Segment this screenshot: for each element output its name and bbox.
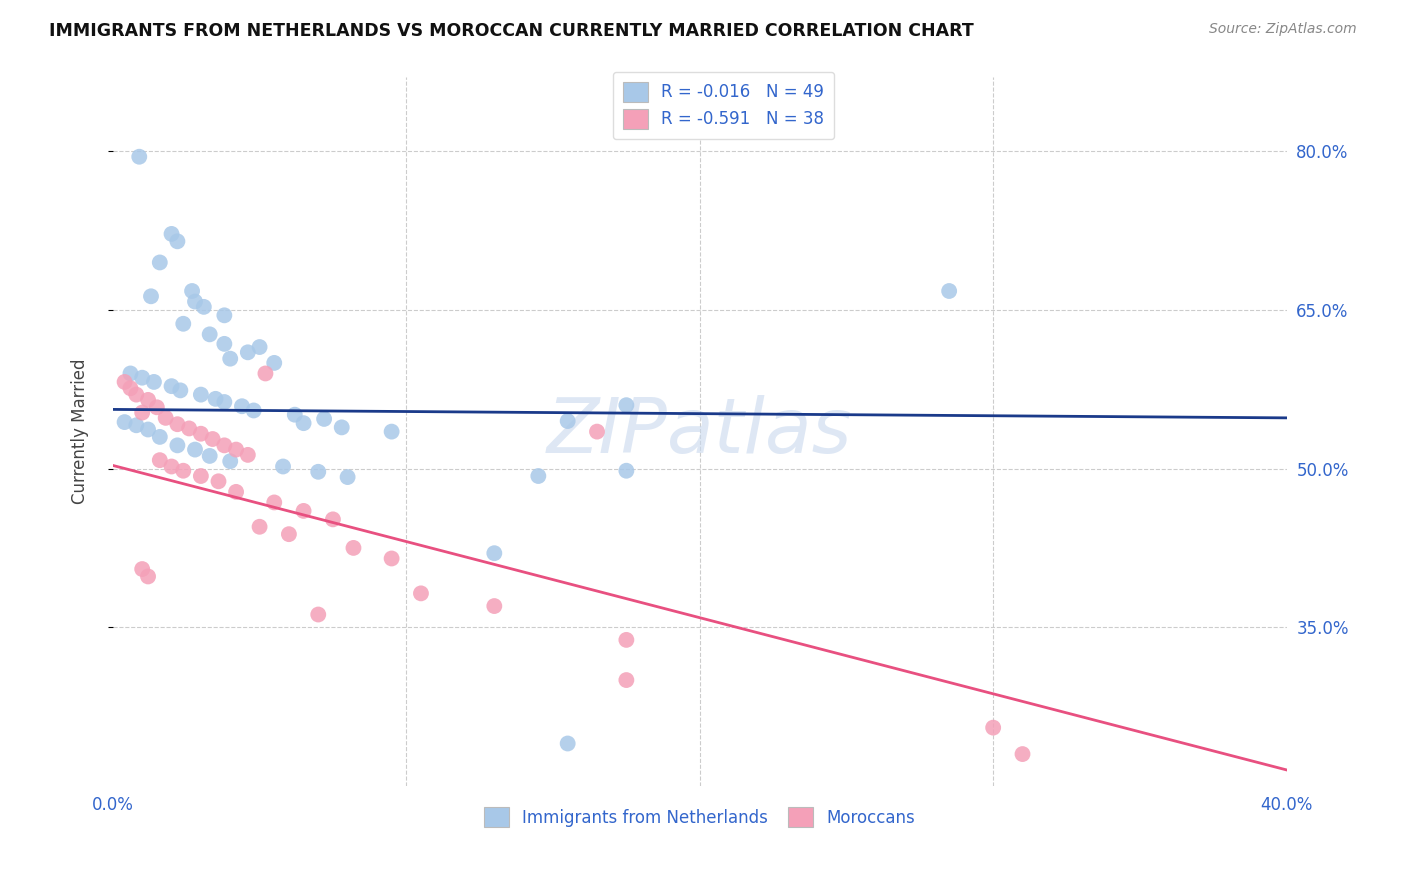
Point	[131, 370, 153, 384]
Point	[131, 562, 153, 576]
Point	[198, 327, 221, 342]
Point	[307, 607, 329, 622]
Point	[249, 340, 271, 354]
Point	[169, 384, 191, 398]
Point	[166, 235, 188, 249]
Point	[149, 255, 172, 269]
Point	[214, 438, 236, 452]
Point	[981, 721, 1004, 735]
Point	[254, 367, 277, 381]
Point	[172, 317, 194, 331]
Point	[342, 541, 364, 555]
Point	[586, 425, 609, 439]
Point	[557, 414, 579, 428]
Point	[125, 418, 148, 433]
Point	[201, 432, 224, 446]
Point	[236, 345, 259, 359]
Point	[225, 442, 247, 457]
Point	[139, 289, 162, 303]
Point	[314, 412, 336, 426]
Point	[125, 387, 148, 401]
Point	[381, 425, 404, 439]
Point	[207, 475, 229, 489]
Y-axis label: Currently Married: Currently Married	[72, 359, 89, 504]
Point	[114, 375, 136, 389]
Point	[146, 401, 169, 415]
Point	[193, 300, 215, 314]
Point	[409, 586, 432, 600]
Point	[322, 512, 344, 526]
Point	[184, 294, 207, 309]
Point	[190, 469, 212, 483]
Point	[172, 464, 194, 478]
Point	[219, 351, 242, 366]
Point	[614, 464, 637, 478]
Point	[484, 599, 506, 613]
Point	[190, 387, 212, 401]
Point	[1011, 747, 1033, 761]
Point	[219, 454, 242, 468]
Point	[190, 426, 212, 441]
Point	[292, 416, 315, 430]
Point	[284, 408, 307, 422]
Point	[160, 379, 183, 393]
Point	[277, 527, 299, 541]
Point	[214, 336, 236, 351]
Point	[307, 465, 329, 479]
Point	[136, 423, 159, 437]
Point	[120, 367, 142, 381]
Point	[136, 569, 159, 583]
Point	[330, 420, 353, 434]
Point	[225, 484, 247, 499]
Point	[149, 430, 172, 444]
Text: IMMIGRANTS FROM NETHERLANDS VS MOROCCAN CURRENTLY MARRIED CORRELATION CHART: IMMIGRANTS FROM NETHERLANDS VS MOROCCAN …	[49, 22, 974, 40]
Point	[131, 406, 153, 420]
Point	[271, 459, 294, 474]
Point	[263, 495, 285, 509]
Point	[120, 381, 142, 395]
Point	[204, 392, 226, 406]
Text: ZIPatlas: ZIPatlas	[547, 394, 852, 468]
Point	[128, 150, 150, 164]
Point	[336, 470, 359, 484]
Point	[214, 395, 236, 409]
Point	[198, 449, 221, 463]
Point	[557, 737, 579, 751]
Point	[114, 415, 136, 429]
Point	[142, 375, 165, 389]
Point	[136, 392, 159, 407]
Point	[614, 632, 637, 647]
Point	[181, 284, 204, 298]
Point	[484, 546, 506, 560]
Point	[179, 421, 201, 435]
Point	[236, 448, 259, 462]
Point	[160, 227, 183, 241]
Point	[292, 504, 315, 518]
Point	[155, 410, 177, 425]
Point	[263, 356, 285, 370]
Point	[938, 284, 960, 298]
Point	[527, 469, 550, 483]
Point	[231, 399, 253, 413]
Point	[242, 403, 264, 417]
Point	[614, 673, 637, 687]
Point	[614, 398, 637, 412]
Legend: Immigrants from Netherlands, Moroccans: Immigrants from Netherlands, Moroccans	[478, 800, 922, 834]
Point	[166, 438, 188, 452]
Point	[149, 453, 172, 467]
Point	[160, 459, 183, 474]
Point	[184, 442, 207, 457]
Point	[249, 520, 271, 534]
Text: Source: ZipAtlas.com: Source: ZipAtlas.com	[1209, 22, 1357, 37]
Point	[166, 417, 188, 432]
Point	[214, 308, 236, 322]
Point	[381, 551, 404, 566]
